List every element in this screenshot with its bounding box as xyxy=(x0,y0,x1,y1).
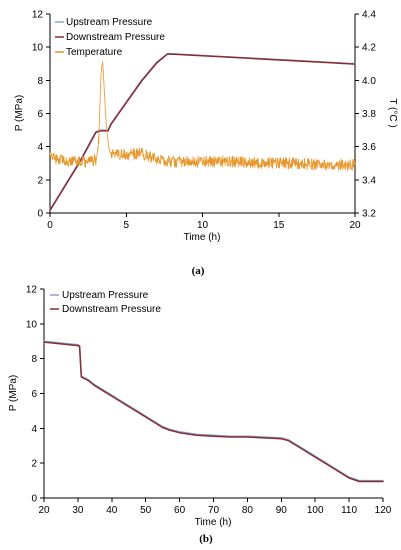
panel-a-legend-label-upstream: Upstream Pressure xyxy=(66,17,153,28)
panel-b-legend-label-downstream: Downstream Pressure xyxy=(62,304,161,315)
panel-b-series xyxy=(44,341,383,481)
panel-b-y-tick-label: 4 xyxy=(31,424,37,435)
panel-b-caption-label: (b) xyxy=(199,533,213,545)
panel-b-x-axis-label: Time (h) xyxy=(195,517,232,528)
panel-b-x-tick-label: 100 xyxy=(307,505,324,516)
panel-a-y-tick-label: 0 xyxy=(37,209,43,220)
panel-b-x-tick-label: 120 xyxy=(375,505,392,516)
panel-a-y-tick-label: 6 xyxy=(37,109,43,120)
panel-a-series xyxy=(50,54,355,211)
panel-b-series-downstream-pressure xyxy=(44,342,383,481)
panel-a-x-tick-label: 5 xyxy=(123,220,129,231)
panel-b-x-tick-label: 30 xyxy=(72,505,84,516)
panel-b-x-tick-label: 50 xyxy=(140,505,152,516)
panel-a-series-upstream-pressure xyxy=(50,54,355,210)
panel-a-x-tick-label: 0 xyxy=(47,220,53,231)
panel-b-x-tick-label: 90 xyxy=(276,505,288,516)
chart-panel-a: 0 5 10 15 20 0 2 4 6 8 10 12 3.2 3.4 3.6 3.8 4.0 4.2 4.4 T… xyxy=(14,10,398,278)
panel-a-y-axis-label: P (MPa) xyxy=(14,95,25,132)
panel-b-x-tick-label: 20 xyxy=(38,505,50,516)
panel-b-y-tick-label: 6 xyxy=(31,389,37,400)
panel-a-caption-label: (a) xyxy=(192,265,205,277)
panel-b-legend: Upstream Pressure Downstream Pressure xyxy=(50,290,161,315)
panel-a-series-downstream-pressure xyxy=(50,54,355,210)
panel-a-x-tick-label: 15 xyxy=(273,220,285,231)
panel-a-y2-tick-label: 4.0 xyxy=(362,76,376,87)
panel-a-y2-tick-label: 4.2 xyxy=(362,43,376,54)
panel-a-legend-label-downstream: Downstream Pressure xyxy=(66,32,165,43)
panel-a-x-axis-label: Time (h) xyxy=(184,232,221,243)
panel-b-y-tick-label: 12 xyxy=(26,285,38,296)
panel-a-y-tick-label: 12 xyxy=(32,10,44,21)
panel-a-y2-tick-label: 3.6 xyxy=(362,142,376,153)
panel-a-x-tick-label: 10 xyxy=(197,220,209,231)
panel-b-y-tick-label: 0 xyxy=(31,494,37,505)
panel-b-legend-label-upstream: Upstream Pressure xyxy=(62,290,149,301)
panel-a-y-tick-label: 10 xyxy=(32,43,44,54)
panel-a-legend-label-temperature: Temperature xyxy=(66,47,123,58)
chart-panel-b: 20 30 40 50 60 70 80 90 100 110 120 0 2 4 6 8 10 12 Time … xyxy=(8,285,392,546)
panel-a-y2-tick-label: 3.4 xyxy=(362,175,376,186)
panel-a-legend: Upstream Pressure Downstream Pressure Te… xyxy=(55,17,165,58)
panel-b-x-tick-label: 110 xyxy=(341,505,357,516)
panel-a-y2-tick-label: 3.8 xyxy=(362,109,376,120)
panel-a-y2-axis-label: T (°C ) xyxy=(387,98,398,127)
panel-b-x-tick-label: 70 xyxy=(208,505,220,516)
panel-b-x-tick-label: 60 xyxy=(174,505,186,516)
panel-a-y2-tick-label: 4.4 xyxy=(362,10,376,21)
panel-b-x-tick-label: 80 xyxy=(242,505,254,516)
panel-a-y2-tick-label: 3.2 xyxy=(362,209,376,220)
panel-a-y-tick-label: 8 xyxy=(37,76,43,87)
panel-a-y-tick-label: 2 xyxy=(37,175,43,186)
panel-b-y-tick-label: 8 xyxy=(31,354,37,365)
panel-b-y-axis-label: P (MPa) xyxy=(8,375,19,412)
panel-a-series-temperature xyxy=(50,62,355,171)
panel-b-x-tick-label: 40 xyxy=(106,505,118,516)
panel-a-y-tick-label: 4 xyxy=(37,142,43,153)
panel-a-x-tick-label: 20 xyxy=(349,220,361,231)
panel-b-ticks: 20 30 40 50 60 70 80 90 100 110 120 0 2 4 6 8 10 12 xyxy=(26,285,392,517)
panel-b-series-upstream-pressure xyxy=(44,341,383,480)
panel-b-y-tick-label: 2 xyxy=(31,459,37,470)
panel-b-y-tick-label: 10 xyxy=(26,319,38,330)
